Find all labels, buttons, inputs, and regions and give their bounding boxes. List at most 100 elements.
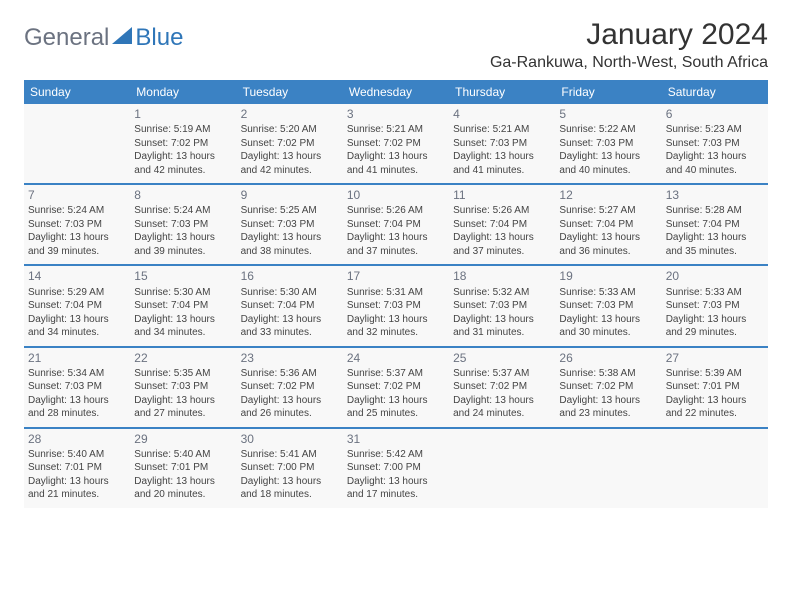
calendar-day-cell: 21Sunrise: 5:34 AMSunset: 7:03 PMDayligh… (24, 347, 130, 428)
daylight-text: Daylight: 13 hours (559, 394, 657, 408)
sunrise-text: Sunrise: 5:40 AM (134, 448, 232, 462)
sunset-text: Sunset: 7:02 PM (241, 137, 339, 151)
daylight-text: and 38 minutes. (241, 245, 339, 259)
daylight-text: and 33 minutes. (241, 326, 339, 340)
weekday-header: Monday (130, 80, 236, 104)
calendar-day-cell: 17Sunrise: 5:31 AMSunset: 7:03 PMDayligh… (343, 265, 449, 346)
day-number: 23 (241, 350, 339, 366)
daylight-text: Daylight: 13 hours (241, 313, 339, 327)
daylight-text: Daylight: 13 hours (666, 231, 764, 245)
daylight-text: and 42 minutes. (241, 164, 339, 178)
day-number: 21 (28, 350, 126, 366)
sunrise-text: Sunrise: 5:24 AM (28, 204, 126, 218)
daylight-text: Daylight: 13 hours (241, 394, 339, 408)
day-number: 31 (347, 431, 445, 447)
calendar-day-cell: 6Sunrise: 5:23 AMSunset: 7:03 PMDaylight… (662, 104, 768, 184)
calendar-empty-cell (662, 428, 768, 508)
day-number: 15 (134, 268, 232, 284)
daylight-text: and 39 minutes. (134, 245, 232, 259)
sunset-text: Sunset: 7:03 PM (28, 218, 126, 232)
weekday-header: Saturday (662, 80, 768, 104)
day-number: 18 (453, 268, 551, 284)
calendar-day-cell: 31Sunrise: 5:42 AMSunset: 7:00 PMDayligh… (343, 428, 449, 508)
daylight-text: and 39 minutes. (28, 245, 126, 259)
location: Ga-Rankuwa, North-West, South Africa (490, 54, 768, 72)
day-number: 27 (666, 350, 764, 366)
daylight-text: and 34 minutes. (134, 326, 232, 340)
sunset-text: Sunset: 7:02 PM (559, 380, 657, 394)
calendar-day-cell: 18Sunrise: 5:32 AMSunset: 7:03 PMDayligh… (449, 265, 555, 346)
sunrise-text: Sunrise: 5:33 AM (559, 286, 657, 300)
sunset-text: Sunset: 7:01 PM (666, 380, 764, 394)
daylight-text: and 36 minutes. (559, 245, 657, 259)
sunrise-text: Sunrise: 5:42 AM (347, 448, 445, 462)
daylight-text: and 35 minutes. (666, 245, 764, 259)
daylight-text: and 17 minutes. (347, 488, 445, 502)
day-number: 16 (241, 268, 339, 284)
daylight-text: Daylight: 13 hours (453, 150, 551, 164)
day-number: 9 (241, 187, 339, 203)
sunset-text: Sunset: 7:04 PM (559, 218, 657, 232)
sunrise-text: Sunrise: 5:26 AM (347, 204, 445, 218)
sunset-text: Sunset: 7:01 PM (134, 461, 232, 475)
sunset-text: Sunset: 7:03 PM (453, 299, 551, 313)
calendar-empty-cell (555, 428, 661, 508)
logo-text-general: General (24, 24, 109, 52)
daylight-text: and 42 minutes. (134, 164, 232, 178)
daylight-text: Daylight: 13 hours (28, 231, 126, 245)
daylight-text: Daylight: 13 hours (347, 394, 445, 408)
calendar-day-cell: 16Sunrise: 5:30 AMSunset: 7:04 PMDayligh… (237, 265, 343, 346)
sunset-text: Sunset: 7:04 PM (241, 299, 339, 313)
calendar-body: 1Sunrise: 5:19 AMSunset: 7:02 PMDaylight… (24, 104, 768, 508)
sunset-text: Sunset: 7:01 PM (28, 461, 126, 475)
calendar-day-cell: 19Sunrise: 5:33 AMSunset: 7:03 PMDayligh… (555, 265, 661, 346)
sunrise-text: Sunrise: 5:34 AM (28, 367, 126, 381)
sunrise-text: Sunrise: 5:32 AM (453, 286, 551, 300)
sunrise-text: Sunrise: 5:28 AM (666, 204, 764, 218)
sunset-text: Sunset: 7:03 PM (28, 380, 126, 394)
calendar-day-cell: 29Sunrise: 5:40 AMSunset: 7:01 PMDayligh… (130, 428, 236, 508)
daylight-text: Daylight: 13 hours (666, 313, 764, 327)
sunrise-text: Sunrise: 5:19 AM (134, 123, 232, 137)
calendar-day-cell: 14Sunrise: 5:29 AMSunset: 7:04 PMDayligh… (24, 265, 130, 346)
sunset-text: Sunset: 7:04 PM (28, 299, 126, 313)
calendar-day-cell: 2Sunrise: 5:20 AMSunset: 7:02 PMDaylight… (237, 104, 343, 184)
sunrise-text: Sunrise: 5:36 AM (241, 367, 339, 381)
daylight-text: and 40 minutes. (559, 164, 657, 178)
day-number: 20 (666, 268, 764, 284)
calendar-week-row: 28Sunrise: 5:40 AMSunset: 7:01 PMDayligh… (24, 428, 768, 508)
daylight-text: and 22 minutes. (666, 407, 764, 421)
logo-text-blue: Blue (135, 24, 183, 52)
daylight-text: Daylight: 13 hours (347, 150, 445, 164)
day-number: 4 (453, 106, 551, 122)
calendar-day-cell: 20Sunrise: 5:33 AMSunset: 7:03 PMDayligh… (662, 265, 768, 346)
sunset-text: Sunset: 7:02 PM (241, 380, 339, 394)
calendar-day-cell: 7Sunrise: 5:24 AMSunset: 7:03 PMDaylight… (24, 184, 130, 265)
daylight-text: and 37 minutes. (453, 245, 551, 259)
sunrise-text: Sunrise: 5:40 AM (28, 448, 126, 462)
daylight-text: Daylight: 13 hours (241, 231, 339, 245)
daylight-text: and 32 minutes. (347, 326, 445, 340)
daylight-text: and 24 minutes. (453, 407, 551, 421)
daylight-text: and 41 minutes. (347, 164, 445, 178)
sunrise-text: Sunrise: 5:22 AM (559, 123, 657, 137)
day-number: 30 (241, 431, 339, 447)
calendar-day-cell: 11Sunrise: 5:26 AMSunset: 7:04 PMDayligh… (449, 184, 555, 265)
day-number: 2 (241, 106, 339, 122)
sunrise-text: Sunrise: 5:24 AM (134, 204, 232, 218)
sunset-text: Sunset: 7:04 PM (134, 299, 232, 313)
calendar-day-cell: 23Sunrise: 5:36 AMSunset: 7:02 PMDayligh… (237, 347, 343, 428)
calendar-day-cell: 22Sunrise: 5:35 AMSunset: 7:03 PMDayligh… (130, 347, 236, 428)
calendar-day-cell: 26Sunrise: 5:38 AMSunset: 7:02 PMDayligh… (555, 347, 661, 428)
calendar-day-cell: 3Sunrise: 5:21 AMSunset: 7:02 PMDaylight… (343, 104, 449, 184)
day-number: 24 (347, 350, 445, 366)
daylight-text: and 27 minutes. (134, 407, 232, 421)
day-number: 13 (666, 187, 764, 203)
calendar-day-cell: 9Sunrise: 5:25 AMSunset: 7:03 PMDaylight… (237, 184, 343, 265)
calendar-day-cell: 5Sunrise: 5:22 AMSunset: 7:03 PMDaylight… (555, 104, 661, 184)
sunrise-text: Sunrise: 5:30 AM (134, 286, 232, 300)
weekday-header: Tuesday (237, 80, 343, 104)
day-number: 14 (28, 268, 126, 284)
sunrise-text: Sunrise: 5:37 AM (453, 367, 551, 381)
sunrise-text: Sunrise: 5:20 AM (241, 123, 339, 137)
